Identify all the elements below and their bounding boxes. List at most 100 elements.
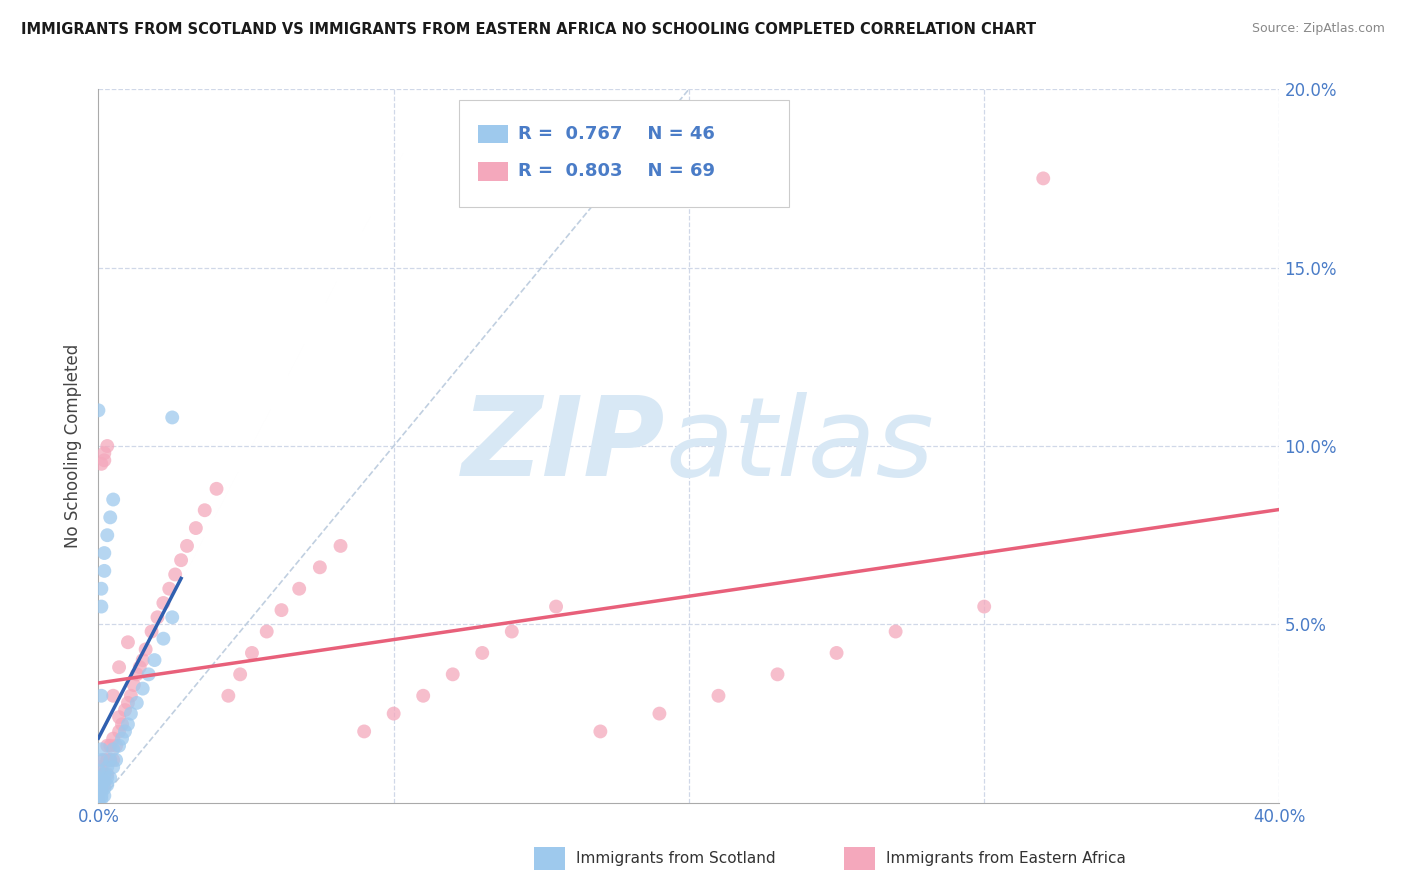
- Point: [170, 553, 193, 567]
- Point: [98, 753, 121, 767]
- Text: atlas: atlas: [665, 392, 934, 500]
- Point: [87, 403, 110, 417]
- Point: [194, 503, 217, 517]
- Point: [90, 778, 112, 792]
- Point: [162, 610, 183, 624]
- Point: [135, 642, 157, 657]
- FancyBboxPatch shape: [458, 100, 789, 207]
- Point: [87, 792, 110, 806]
- Point: [90, 789, 112, 803]
- Point: [589, 724, 612, 739]
- Point: [884, 624, 907, 639]
- Point: [98, 739, 121, 753]
- Point: [108, 724, 131, 739]
- Point: [108, 739, 131, 753]
- Point: [114, 724, 136, 739]
- Point: [93, 453, 115, 467]
- Point: [96, 771, 118, 785]
- Point: [93, 781, 115, 796]
- Point: [111, 717, 134, 731]
- Point: [240, 646, 263, 660]
- Point: [103, 742, 125, 756]
- Point: [96, 753, 118, 767]
- Point: [93, 753, 115, 767]
- Text: IMMIGRANTS FROM SCOTLAND VS IMMIGRANTS FROM EASTERN AFRICA NO SCHOOLING COMPLETE: IMMIGRANTS FROM SCOTLAND VS IMMIGRANTS F…: [21, 22, 1036, 37]
- Point: [98, 510, 121, 524]
- Point: [132, 681, 155, 696]
- Point: [217, 689, 239, 703]
- Text: Immigrants from Scotland: Immigrants from Scotland: [576, 851, 776, 866]
- FancyBboxPatch shape: [478, 162, 508, 180]
- Point: [125, 667, 148, 681]
- Point: [707, 689, 730, 703]
- Point: [825, 646, 848, 660]
- Point: [87, 796, 110, 810]
- Point: [103, 760, 125, 774]
- Point: [111, 731, 134, 746]
- Point: [766, 667, 789, 681]
- Point: [87, 796, 110, 810]
- Point: [90, 774, 112, 789]
- Point: [114, 703, 136, 717]
- Point: [87, 771, 110, 785]
- Point: [143, 653, 166, 667]
- Point: [90, 785, 112, 799]
- Point: [87, 792, 110, 806]
- Point: [87, 764, 110, 778]
- Point: [141, 624, 163, 639]
- Point: [108, 660, 131, 674]
- Point: [93, 767, 115, 781]
- Point: [157, 582, 180, 596]
- Point: [122, 678, 145, 692]
- Point: [93, 564, 115, 578]
- Point: [205, 482, 228, 496]
- Point: [546, 599, 568, 614]
- Point: [90, 792, 112, 806]
- Point: [184, 521, 207, 535]
- Point: [648, 706, 671, 721]
- Point: [90, 582, 112, 596]
- Point: [96, 439, 118, 453]
- Point: [501, 624, 523, 639]
- Point: [412, 689, 434, 703]
- Point: [162, 410, 183, 425]
- Point: [117, 717, 139, 731]
- Point: [165, 567, 187, 582]
- Point: [309, 560, 332, 574]
- Point: [90, 781, 112, 796]
- Point: [132, 653, 155, 667]
- Point: [93, 789, 115, 803]
- Point: [90, 767, 112, 781]
- Point: [120, 689, 142, 703]
- Point: [103, 753, 125, 767]
- Point: [98, 753, 121, 767]
- Text: R =  0.767    N = 46: R = 0.767 N = 46: [517, 125, 714, 143]
- Point: [103, 689, 125, 703]
- Point: [90, 781, 112, 796]
- Point: [329, 539, 352, 553]
- Point: [103, 731, 125, 746]
- Point: [105, 739, 128, 753]
- Point: [1032, 171, 1054, 186]
- Point: [125, 696, 148, 710]
- Point: [128, 660, 150, 674]
- Point: [229, 667, 252, 681]
- Point: [90, 742, 112, 756]
- Point: [288, 582, 311, 596]
- Point: [93, 546, 115, 560]
- Point: [117, 696, 139, 710]
- Point: [146, 610, 169, 624]
- Point: [103, 492, 125, 507]
- Point: [90, 689, 112, 703]
- Text: Source: ZipAtlas.com: Source: ZipAtlas.com: [1251, 22, 1385, 36]
- Point: [152, 596, 174, 610]
- Point: [270, 603, 292, 617]
- FancyBboxPatch shape: [478, 125, 508, 144]
- Y-axis label: No Schooling Completed: No Schooling Completed: [65, 344, 83, 548]
- Point: [96, 739, 118, 753]
- Point: [138, 667, 160, 681]
- Point: [93, 767, 115, 781]
- Point: [98, 771, 121, 785]
- Point: [256, 624, 278, 639]
- Point: [152, 632, 174, 646]
